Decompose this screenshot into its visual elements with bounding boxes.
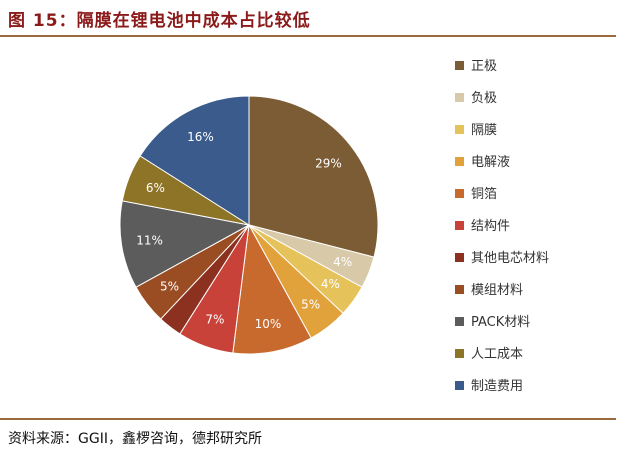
chart-area: 29% 4% 4% 5% 10% 7% 5% 11% 6% 16% 正极 负极 隔膜 电解液 铜箔 结构件其… (0, 40, 640, 410)
slice-label-8: 5% (160, 280, 179, 294)
slice-label-6: 7% (205, 313, 224, 327)
source-note: 资料来源：GGII，鑫椤咨询，德邦研究所 (8, 431, 262, 447)
legend-label-2: 负极 (471, 91, 497, 106)
slice-label-2: 4% (333, 255, 352, 269)
legend-swatch-2 (455, 93, 464, 102)
page-title: 图 15：隔膜在锂电池中成本占比较低 (8, 11, 311, 31)
legend-swatch-7 (455, 253, 464, 262)
pie-slice-11 (139, 95, 250, 226)
slice-label-5: 10% (255, 317, 282, 331)
pie-chart: 29%4%4%5%10%7%5%11%6%16% 正极负极隔膜电解液铜箔结构件其… (119, 59, 549, 394)
slice-label-3: 4% (321, 277, 340, 291)
legend-label-4: 电解液 (471, 155, 510, 170)
legend-label-5: 铜箔 (471, 186, 497, 202)
pie-slices (119, 95, 379, 355)
pie-slice-labels: 29%4%4%5%10%7%5%11%6%16% (136, 130, 352, 331)
title-divider (0, 35, 616, 37)
slice-label-10: 6% (146, 181, 165, 195)
legend-swatch-10 (455, 349, 464, 358)
legend-swatch-8 (455, 285, 464, 294)
legend-label-10: 人工成本 (471, 347, 523, 362)
title-bar: 图 15：隔膜在锂电池中成本占比较低 (0, 0, 640, 40)
legend-swatch-3 (455, 125, 464, 134)
legend-label-11: 制造费用 (471, 379, 523, 394)
legend-swatch-9 (455, 317, 464, 326)
pie-slice-9 (119, 200, 251, 288)
legend-swatch-1 (455, 61, 464, 70)
source-divider (0, 418, 616, 420)
legend-label-3: 隔膜 (471, 123, 497, 138)
slice-label-4: 5% (301, 298, 320, 312)
legend-swatch-5 (455, 189, 464, 198)
legend-swatch-6 (455, 221, 464, 230)
slice-label-9: 11% (136, 234, 163, 248)
legend-swatch-11 (455, 381, 464, 390)
pie-slice-1 (248, 95, 379, 258)
legend-label-9: PACK材料 (471, 315, 530, 330)
legend-label-7: 其他电芯材料 (471, 251, 549, 266)
pie-slice-5 (232, 223, 312, 355)
slice-label-11: 16% (187, 130, 214, 144)
legend-label-8: 模组材料 (471, 283, 523, 298)
legend-swatch-4 (455, 157, 464, 166)
legend-label-6: 结构件 (471, 219, 510, 234)
legend-label-1: 正极 (471, 59, 497, 74)
slice-label-1: 29% (315, 156, 342, 170)
